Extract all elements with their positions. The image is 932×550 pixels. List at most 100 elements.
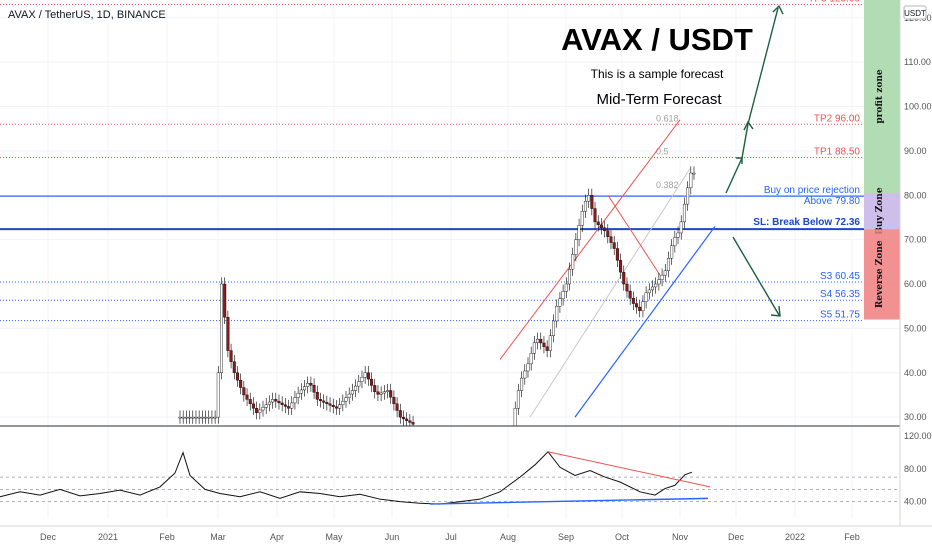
candle [635,303,639,308]
candle [204,416,208,419]
candle [638,306,642,311]
candle [593,208,597,223]
candle [606,230,610,237]
candle [277,400,281,404]
zone-label: profit zone [875,69,885,124]
candle [248,399,252,405]
zone-bars: profit zone Buy Zone Reverse Zone [864,0,900,320]
candle [647,289,651,294]
candle [612,242,616,249]
fib-label: 0.618 [656,113,679,123]
candle [596,221,600,226]
level-label: Buy on price rejection [764,185,860,196]
candle [561,291,565,299]
arrow-head [743,120,754,131]
candle [679,221,683,234]
candle [536,338,540,343]
candle [376,391,380,395]
rsi-trend-down [547,451,711,488]
y-tick-label: 110.00 [904,57,931,67]
fib-label: 0.382 [656,180,679,190]
main-title: AVAX / USDT [561,22,753,57]
x-tick-label: Dec [728,532,745,542]
level-label: S4 56.35 [820,289,860,300]
candle [350,390,354,395]
candle [398,410,402,418]
candle [552,320,556,336]
forecast-label: Mid-Term Forecast [596,91,722,108]
level-label: S5 51.75 [820,310,860,321]
y-tick-label: 90.00 [904,146,927,156]
candle [261,407,265,411]
y-tick-label: 70.00 [904,235,927,245]
price-levels: TP3 123.00 TP2 96.00 TP1 88.50 Buy on price… [0,0,864,322]
candle [338,404,342,409]
candle [411,422,415,425]
candle [603,227,607,231]
x-tick-label: May [325,532,343,542]
candle [255,408,259,413]
candle [235,372,239,381]
channel-mid [529,168,691,418]
candle [379,392,383,395]
reverse-arrow [732,236,780,316]
candle [331,405,335,407]
currency-badge[interactable]: USDT [903,5,927,20]
candle [184,416,188,419]
candle [548,335,552,351]
candle [386,390,390,392]
candle [363,372,367,378]
candle [670,245,674,259]
candle [315,392,319,400]
candle [692,172,696,175]
candle [545,346,549,351]
candle [644,292,648,302]
zone-label: Reverse Zone [875,240,885,308]
candle [513,408,517,427]
candle [287,406,291,409]
candle [264,404,268,408]
candle [334,406,338,409]
candle [366,372,370,380]
x-tick-label: Apr [270,532,284,542]
candle [590,195,594,209]
x-tick-label: Sep [558,532,574,542]
candle [242,387,246,396]
candle [408,420,412,423]
candle [328,403,332,406]
pullback-line [607,194,661,276]
channel-lower [574,225,716,418]
candle [360,376,364,382]
symbol-title[interactable]: AVAX / TetherUS, 1D, BINANCE [8,9,166,21]
candle [245,394,249,400]
forecast-arrow [747,7,779,125]
candle [370,378,374,386]
candle [229,350,233,362]
candle [178,416,182,419]
candle [197,416,201,419]
x-tick-label: Mar [210,532,226,542]
channel-upper [499,119,681,360]
candle [395,403,399,411]
candle [290,402,294,409]
candle [587,195,591,202]
drawings [499,4,784,418]
candle [622,271,626,285]
candle [344,397,348,402]
candle [577,225,581,240]
candle [574,239,578,255]
candle [631,298,635,304]
zone-label: Buy Zone [875,187,885,235]
candle [312,384,316,393]
candle [676,232,680,238]
candle [191,416,195,419]
candle [354,385,358,391]
candle [258,409,262,413]
x-tick-label: Dec [40,532,57,542]
candle [523,370,527,379]
candle [357,381,361,387]
candle [583,200,587,212]
candle [628,290,632,299]
y-tick-label: 30.00 [904,412,927,422]
